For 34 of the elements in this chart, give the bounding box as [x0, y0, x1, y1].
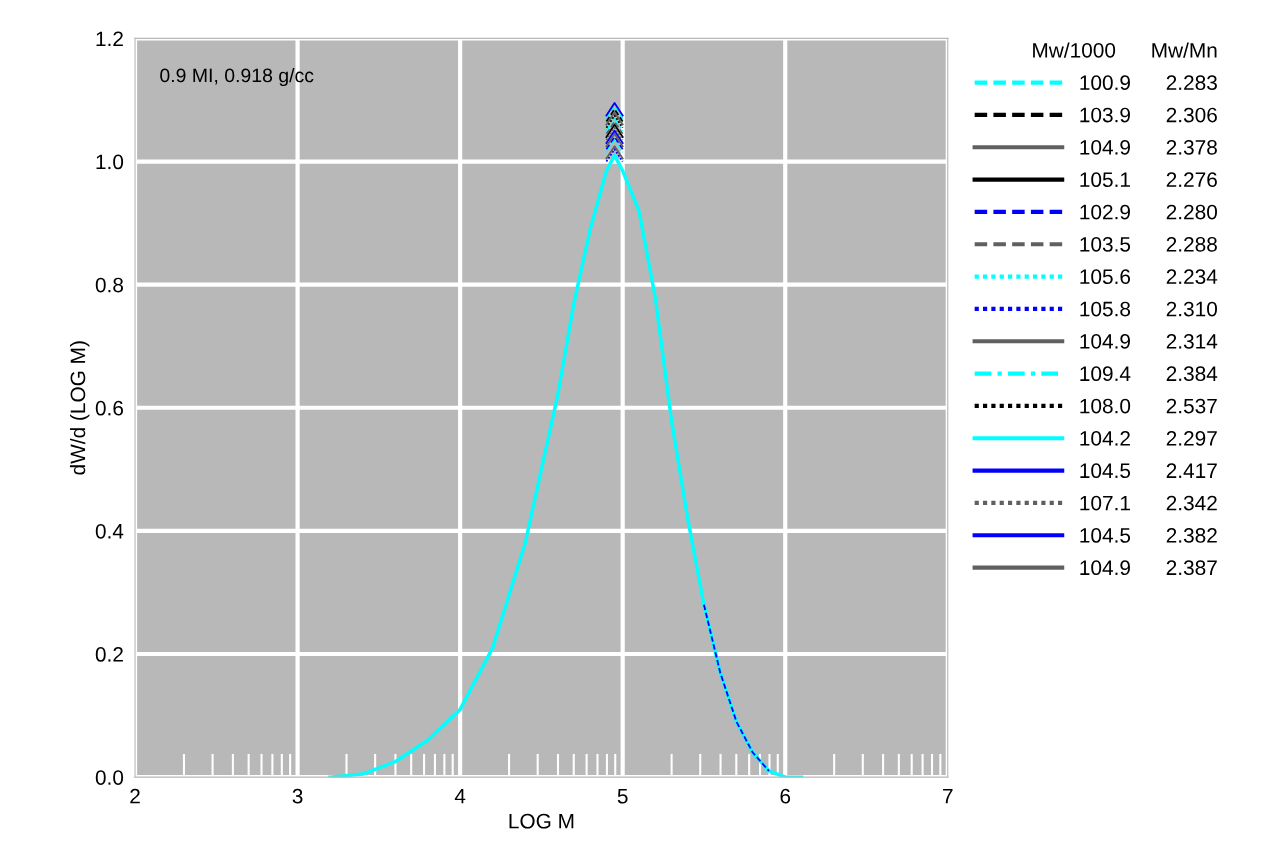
y-tick-label: 0.6 — [95, 400, 124, 416]
legend-label: 105.8 2.310 — [1080, 301, 1218, 317]
legend-label: 105.6 2.234 — [1080, 269, 1218, 285]
legend-label: 109.4 2.384 — [1080, 366, 1218, 382]
legend-label: 104.9 2.378 — [1080, 139, 1217, 155]
legend-label: 102.9 2.280 — [1080, 204, 1218, 220]
x-tick-label: 2 — [130, 788, 140, 804]
legend-label: 103.5 2.288 — [1080, 236, 1217, 252]
y-axis-title: dW/d (LOG M) — [69, 341, 90, 475]
y-tick-label: 1.2 — [96, 31, 123, 46]
x-tick-label: 7 — [943, 789, 953, 804]
legend-label: 107.1 2.342 — [1080, 495, 1217, 511]
x-tick-label: 5 — [617, 789, 628, 804]
y-tick-label: 0.2 — [95, 647, 123, 662]
legend-label: 105.1 2.276 — [1080, 172, 1217, 188]
y-tick-label: 0.4 — [95, 523, 124, 539]
x-tick-label: 4 — [454, 789, 466, 804]
legend-title: Mw/1000 Mw/Mn — [1033, 42, 1217, 58]
annotation: 0.9 MI, 0.918 g/cc — [160, 67, 314, 87]
y-tick-label: 1.0 — [96, 154, 124, 170]
legend-label: 104.5 2.417 — [1080, 463, 1217, 479]
y-tick-label: 0.8 — [95, 277, 124, 293]
x-axis-title: LOG M — [509, 813, 574, 829]
x-tick-label: 6 — [780, 788, 791, 804]
legend-label: 108.0 2.537 — [1080, 398, 1217, 414]
legend-label: 104.9 2.387 — [1080, 560, 1217, 576]
x-tick-label: 3 — [292, 788, 303, 804]
legend-label: 103.9 2.306 — [1080, 107, 1217, 123]
line-series — [328, 153, 804, 778]
legend-label: 100.9 2.283 — [1080, 75, 1217, 91]
legend-label: 104.2 2.297 — [1080, 431, 1217, 446]
y-tick-label: 0.0 — [95, 770, 124, 785]
legend-label: 104.5 2.382 — [1080, 528, 1217, 543]
legend-label: 104.9 2.314 — [1080, 333, 1218, 349]
